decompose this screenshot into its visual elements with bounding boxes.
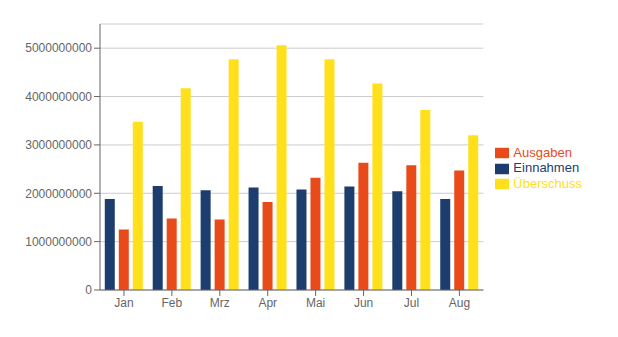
svg-text:Jun: Jun [354, 296, 373, 310]
svg-text:Apr: Apr [258, 296, 277, 310]
svg-text:1000000000: 1000000000 [25, 235, 92, 249]
svg-text:Feb: Feb [162, 296, 183, 310]
svg-text:0: 0 [85, 283, 92, 297]
svg-text:Mai: Mai [306, 296, 325, 310]
html-text:Einnahmen: Einnahmen [513, 160, 580, 176]
html-text:Ausgaben: Ausgaben [513, 144, 572, 160]
svg-text:Mrz: Mrz [210, 296, 230, 310]
svg-text:Aug: Aug [449, 296, 470, 310]
svg-text:4000000000: 4000000000 [25, 90, 92, 104]
svg-text:3000000000: 3000000000 [25, 138, 92, 152]
svg-text:Jul: Jul [404, 296, 419, 310]
svg-text:Jan: Jan [114, 296, 133, 310]
svg-text:2000000000: 2000000000 [25, 187, 92, 201]
svg-text:5000000000: 5000000000 [25, 41, 92, 55]
html-text:Überschuss: Überschuss [513, 175, 582, 191]
